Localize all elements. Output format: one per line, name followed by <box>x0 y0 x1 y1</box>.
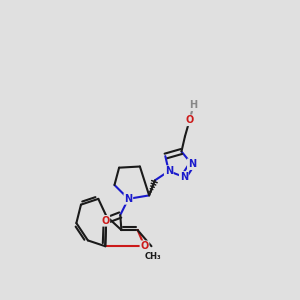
Text: H: H <box>189 100 197 110</box>
Text: O: O <box>101 216 110 226</box>
Text: O: O <box>140 241 148 251</box>
Text: CH₃: CH₃ <box>144 252 161 261</box>
Text: O: O <box>185 115 194 125</box>
Text: N: N <box>165 166 173 176</box>
Text: N: N <box>124 194 132 204</box>
Text: N: N <box>188 159 196 169</box>
Text: N: N <box>180 172 188 182</box>
